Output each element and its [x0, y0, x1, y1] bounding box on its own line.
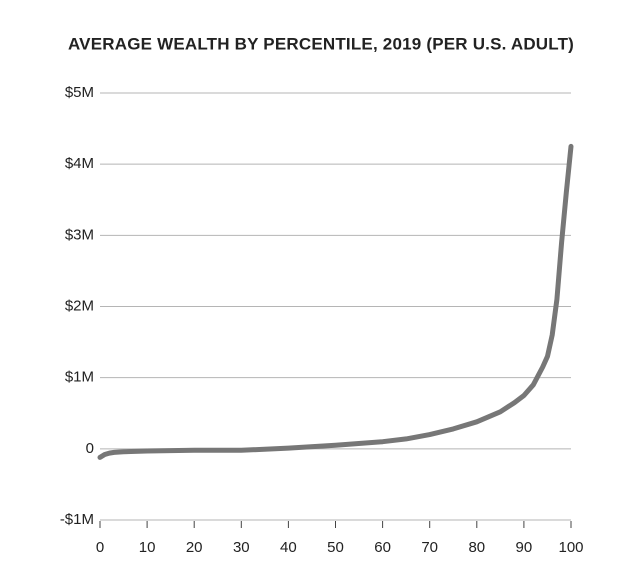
x-tick-label: 80 [468, 539, 485, 556]
y-tick-label: $4M [65, 155, 94, 172]
y-tick-label: $1M [65, 369, 94, 386]
x-tick-label: 90 [516, 539, 533, 556]
x-tick-label: 60 [374, 539, 391, 556]
x-tick-label: 20 [186, 539, 203, 556]
x-tick-label: 10 [139, 539, 156, 556]
y-tick-label: $5M [65, 84, 94, 101]
x-tick-label: 70 [421, 539, 438, 556]
y-tick-label: $2M [65, 297, 94, 314]
x-tick-label: 40 [280, 539, 297, 556]
x-tick-label: 100 [558, 539, 583, 556]
y-tick-label: 0 [86, 440, 94, 457]
y-tick-label: -$1M [60, 511, 94, 528]
x-tick-label: 30 [233, 539, 250, 556]
data-line [97, 143, 574, 460]
x-tick-label: 50 [327, 539, 344, 556]
chart-title: AVERAGE WEALTH BY PERCENTILE, 2019 (PER … [68, 34, 574, 53]
y-tick-label: $3M [65, 226, 94, 243]
x-tick-label: 0 [96, 539, 104, 556]
